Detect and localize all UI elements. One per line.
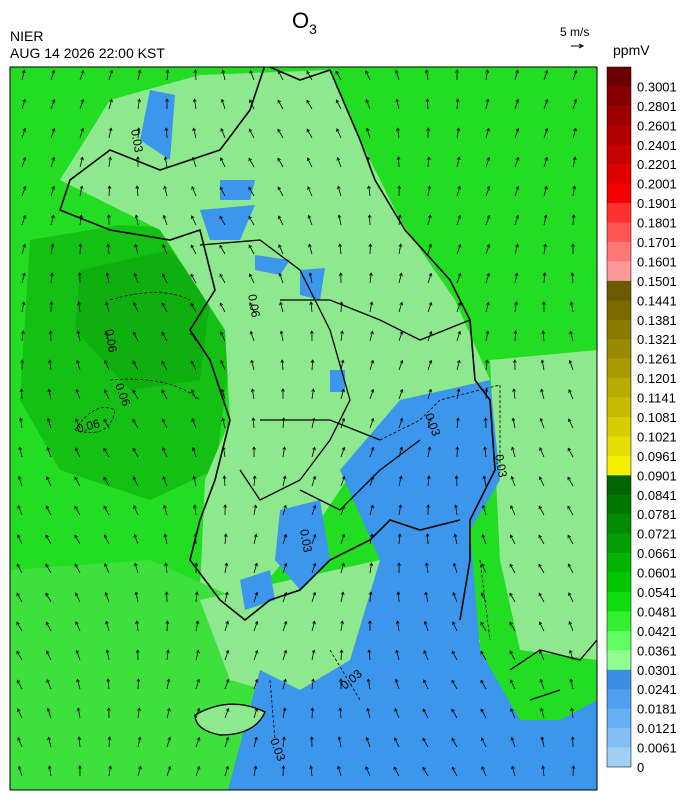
colorbar-swatch: [607, 281, 631, 301]
wind-arrow: [80, 244, 81, 254]
colorbar-label: 0.0421: [637, 624, 677, 639]
colorbar-swatch: [607, 573, 631, 593]
colorbar-swatch: [607, 67, 631, 87]
colorbar-swatch: [607, 417, 631, 437]
title-text: O: [292, 8, 309, 33]
colorbar-swatch: [607, 631, 631, 651]
colorbar-swatch: [607, 359, 631, 379]
colorbar-swatch: [607, 534, 631, 554]
colorbar-label: 0.1601: [637, 254, 677, 269]
map: 0.060.060.060.060.030.030.030.030.030.03: [10, 65, 597, 790]
colorbar-swatch: [607, 320, 631, 340]
wind-arrow: [398, 157, 399, 167]
colorbar-label: 0.0961: [637, 449, 677, 464]
colorbar-label: 0.1021: [637, 429, 677, 444]
colorbar-unit: ppmV: [613, 42, 650, 58]
colorbar-swatch: [607, 592, 631, 612]
colorbar-swatch: [607, 242, 631, 262]
wind-scale: 5 m/s: [560, 25, 589, 39]
colorbar-label: 0.0661: [637, 546, 677, 561]
colorbar-swatch: [607, 300, 631, 320]
colorbar-swatch: [607, 223, 631, 243]
colorbar-swatch: [607, 670, 631, 690]
colorbar-label: 0.2601: [637, 118, 677, 133]
colorbar-label: 0.3001: [637, 79, 677, 94]
colorbar-label: 0.2401: [637, 138, 677, 153]
colorbar-label: 0.1201: [637, 371, 677, 386]
colorbar-label: 0.0361: [637, 643, 677, 658]
colorbar-label: 0.1901: [637, 196, 677, 211]
colorbar-swatch: [607, 203, 631, 223]
colorbar-swatch: [607, 650, 631, 670]
colorbar-label: 0.0721: [637, 527, 677, 542]
colorbar-swatch: [607, 456, 631, 476]
wind-arrow: [456, 476, 457, 486]
title-subscript: 3: [309, 21, 317, 37]
colorbar-swatch: [607, 106, 631, 126]
colorbar-label: 0.0181: [637, 702, 677, 717]
colorbar-swatch: [607, 261, 631, 281]
colorbar-swatch: [607, 436, 631, 456]
colorbar-swatch: [607, 514, 631, 534]
colorbar-label: 0.2801: [637, 99, 677, 114]
colorbar-label: 0.2201: [637, 157, 677, 172]
colorbar-label: 0.0601: [637, 566, 677, 581]
colorbar-label: 0.0781: [637, 507, 677, 522]
datetime: AUG 14 2026 22:00 KST: [10, 45, 165, 61]
title: O3: [292, 8, 317, 37]
wind-arrow: [195, 534, 196, 544]
colorbar-swatch: [607, 339, 631, 359]
colorbar-label: 0.1141: [637, 391, 676, 406]
colorbar-swatch: [607, 495, 631, 515]
colorbar-label: 0.1701: [637, 235, 677, 250]
colorbar-swatch: [607, 689, 631, 709]
wind-arrow: [138, 679, 139, 689]
colorbar-label: 0.0301: [637, 663, 677, 678]
colorbar-label: 0.2001: [637, 177, 677, 192]
colorbar-label: 0.1261: [637, 352, 677, 367]
colorbar-swatch: [607, 611, 631, 631]
colorbar-label: 0.0121: [637, 721, 677, 736]
colorbar-label: 0.0541: [637, 585, 677, 600]
colorbar-label: 0.0481: [637, 604, 677, 619]
colorbar-swatch: [607, 125, 631, 145]
colorbar-swatch: [607, 728, 631, 748]
colorbar-swatch: [607, 709, 631, 729]
colorbar-label: 0.1501: [637, 274, 677, 289]
colorbar-label: 0.0061: [637, 741, 677, 756]
colorbar-label: 0.1081: [637, 410, 677, 425]
colorbar-label: 0: [637, 760, 644, 775]
colorbar-swatch: [607, 164, 631, 184]
colorbar-swatch: [607, 398, 631, 418]
colorbar-label: 0.1321: [637, 332, 677, 347]
colorbar-swatch: [607, 553, 631, 573]
colorbar-swatch: [607, 86, 631, 106]
colorbar-swatch: [607, 145, 631, 165]
colorbar-label: 0.0901: [637, 468, 677, 483]
colorbar-swatch: [607, 378, 631, 398]
colorbar: 0.3001 0.2801 0.2601 0.2401 0.2201 0.2001 0.19…: [607, 67, 677, 775]
colorbar-swatch: [607, 184, 631, 204]
colorbar-swatch: [607, 748, 631, 768]
wind-arrow: [341, 302, 342, 312]
agency: NIER: [10, 28, 43, 44]
colorbar-label: 0.1381: [637, 313, 677, 328]
colorbar-label: 0.0241: [637, 682, 677, 697]
colorbar-label: 0.1801: [637, 216, 677, 231]
colorbar-label: 0.1441: [637, 293, 677, 308]
colorbar-swatch: [607, 475, 631, 495]
colorbar-label: 0.0841: [637, 488, 677, 503]
